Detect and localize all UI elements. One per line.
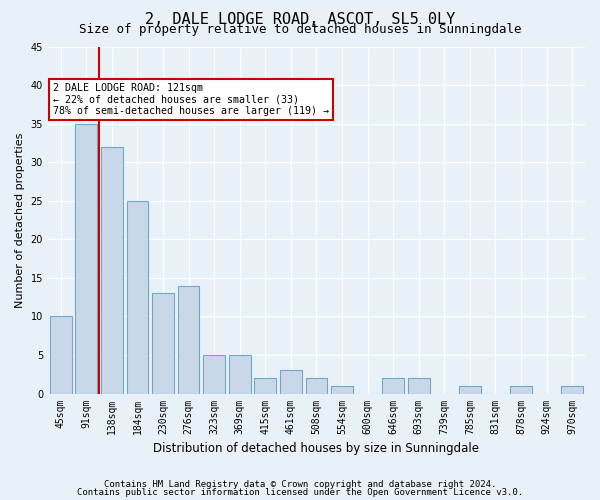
Bar [101, 147, 123, 394]
Bar [305, 378, 328, 394]
Text: Contains public sector information licensed under the Open Government Licence v3: Contains public sector information licen… [77, 488, 523, 497]
Bar [510, 386, 532, 394]
Bar [382, 378, 404, 394]
Text: Size of property relative to detached houses in Sunningdale: Size of property relative to detached ho… [79, 22, 521, 36]
Text: Contains HM Land Registry data © Crown copyright and database right 2024.: Contains HM Land Registry data © Crown c… [104, 480, 496, 489]
Bar [459, 386, 481, 394]
Bar [229, 355, 251, 394]
Text: 2, DALE LODGE ROAD, ASCOT, SL5 0LY: 2, DALE LODGE ROAD, ASCOT, SL5 0LY [145, 12, 455, 28]
Bar [280, 370, 302, 394]
Bar [408, 378, 430, 394]
Bar [331, 386, 353, 394]
Text: 2 DALE LODGE ROAD: 121sqm
← 22% of detached houses are smaller (33)
78% of semi-: 2 DALE LODGE ROAD: 121sqm ← 22% of detac… [53, 83, 329, 116]
Bar [50, 316, 71, 394]
Bar [254, 378, 276, 394]
Y-axis label: Number of detached properties: Number of detached properties [15, 132, 25, 308]
Bar [127, 200, 148, 394]
Bar [76, 124, 97, 394]
Bar [178, 286, 199, 394]
Bar [152, 294, 174, 394]
X-axis label: Distribution of detached houses by size in Sunningdale: Distribution of detached houses by size … [154, 442, 479, 455]
Bar [203, 355, 225, 394]
Bar [562, 386, 583, 394]
